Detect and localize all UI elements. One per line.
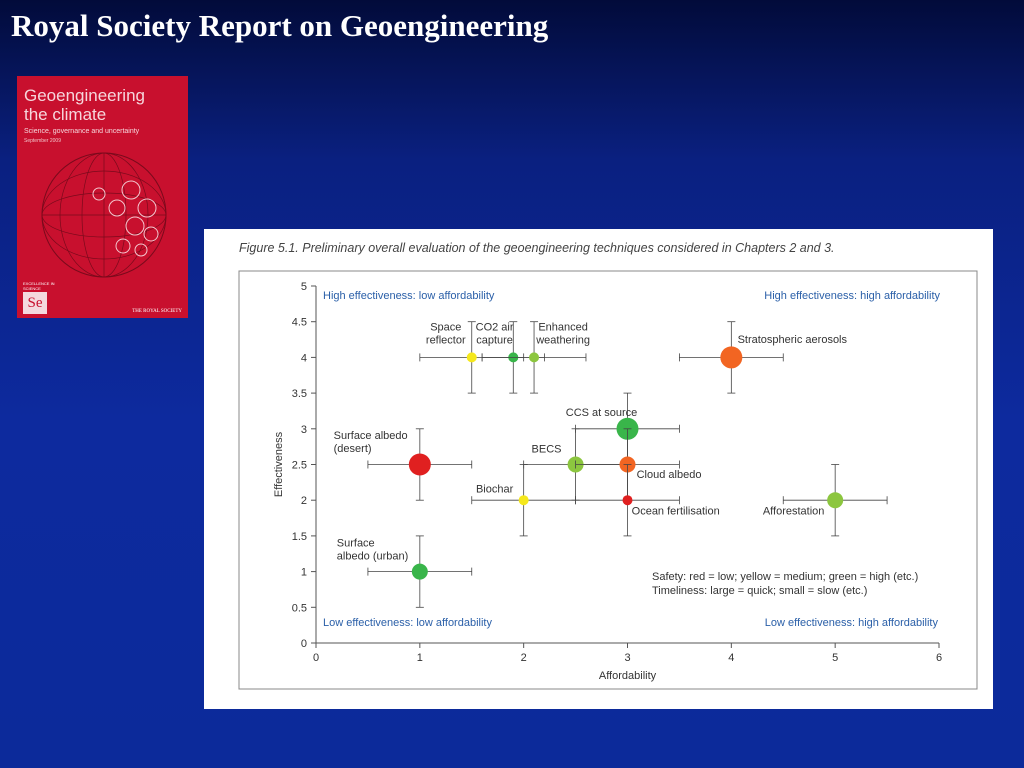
- cover-subtitle: Science, governance and uncertainty: [24, 128, 140, 135]
- y-tick-label: 4: [301, 352, 307, 364]
- data-point-label: Surface albedo: [334, 430, 408, 442]
- cover-title-line-1: Geoengineering: [24, 86, 145, 105]
- y-tick-label: 2: [301, 495, 307, 507]
- cover-publisher: THE ROYAL SOCIETY: [132, 309, 182, 314]
- data-point-label: BECS: [532, 443, 562, 455]
- cover-badge: EXCELLENCE IN SCIENCE: [23, 281, 55, 291]
- y-axis-label: Effectiveness: [273, 431, 285, 497]
- data-point: [529, 352, 540, 363]
- data-point-label: Surface: [337, 538, 375, 550]
- report-cover-image: Geoengineering the climate Science, gove…: [17, 76, 188, 318]
- y-tick-label: 1.5: [292, 531, 307, 543]
- data-point: [827, 492, 844, 509]
- data-point-label: Stratospheric aerosols: [738, 334, 848, 346]
- y-tick-label: 3: [301, 424, 307, 436]
- data-point-label: CCS at source: [566, 407, 638, 419]
- figure-caption: Figure 5.1. Preliminary overall evaluati…: [239, 241, 835, 255]
- data-point-label: Cloud albedo: [637, 469, 702, 481]
- x-tick-label: 6: [936, 652, 942, 664]
- data-point-label: Ocean fertilisation: [632, 505, 720, 517]
- quadrant-label-bottom-right: Low effectiveness: high affordability: [765, 617, 939, 629]
- data-point: [466, 352, 477, 363]
- royal-society-logo: Se: [23, 292, 47, 314]
- y-tick-label: 1: [301, 567, 307, 579]
- data-point: [720, 346, 743, 369]
- cover-title-line-2: the climate: [24, 105, 107, 124]
- x-tick-label: 5: [832, 652, 838, 664]
- data-point-label: (desert): [334, 443, 372, 455]
- quadrant-label-top-right: High effectiveness: high affordability: [764, 290, 940, 302]
- data-point-label: CO2 air: [476, 321, 514, 333]
- x-tick-label: 3: [624, 652, 630, 664]
- quadrant-label-bottom-left: Low effectiveness: low affordability: [323, 617, 492, 629]
- data-point: [518, 495, 529, 506]
- figure-frame: [238, 270, 978, 690]
- data-point-label: weathering: [535, 334, 590, 346]
- legend-timeliness-text: Timeliness: large = quick; small = slow …: [652, 585, 867, 597]
- x-tick-label: 0: [313, 652, 319, 664]
- data-point-label: Biochar: [476, 483, 514, 495]
- geodesic-globe-illustration: [41, 152, 167, 278]
- y-tick-label: 0: [301, 638, 307, 650]
- data-point-label: Afforestation: [763, 505, 825, 517]
- data-point: [408, 453, 431, 476]
- x-tick-label: 4: [728, 652, 734, 664]
- data-point-label: reflector: [426, 334, 466, 346]
- cover-date: September 2009: [24, 138, 61, 144]
- data-point-label: capture: [476, 334, 513, 346]
- slide-title: Royal Society Report on Geoengineering: [11, 8, 549, 43]
- y-tick-label: 3.5: [292, 388, 307, 400]
- data-point: [622, 495, 633, 506]
- data-point-label: albedo (urban): [337, 551, 409, 563]
- y-tick-label: 0.5: [292, 602, 307, 614]
- geoengineering-evaluation-chart: 0 1 2 3 4 5 6 0 0.5 1 1.5 2 2.5 3 3.5 4 4.5 5 Affordabilit…: [238, 270, 978, 690]
- data-point-label: Enhanced: [538, 321, 588, 333]
- y-tick-label: 5: [301, 281, 307, 293]
- y-tick-label: 4.5: [292, 317, 307, 329]
- data-point: [411, 563, 428, 580]
- figure-panel: Figure 5.1. Preliminary overall evaluati…: [204, 229, 993, 709]
- cover-title: Geoengineering the climate: [24, 86, 145, 124]
- x-axis-label: Affordability: [599, 670, 657, 682]
- x-tick-label: 2: [521, 652, 527, 664]
- data-point-label: Space: [430, 321, 461, 333]
- y-tick-label: 2.5: [292, 460, 307, 472]
- legend-safety-text: Safety: red = low; yellow = medium; gree…: [652, 571, 918, 583]
- quadrant-label-top-left: High effectiveness: low affordability: [323, 290, 495, 302]
- x-tick-label: 1: [417, 652, 423, 664]
